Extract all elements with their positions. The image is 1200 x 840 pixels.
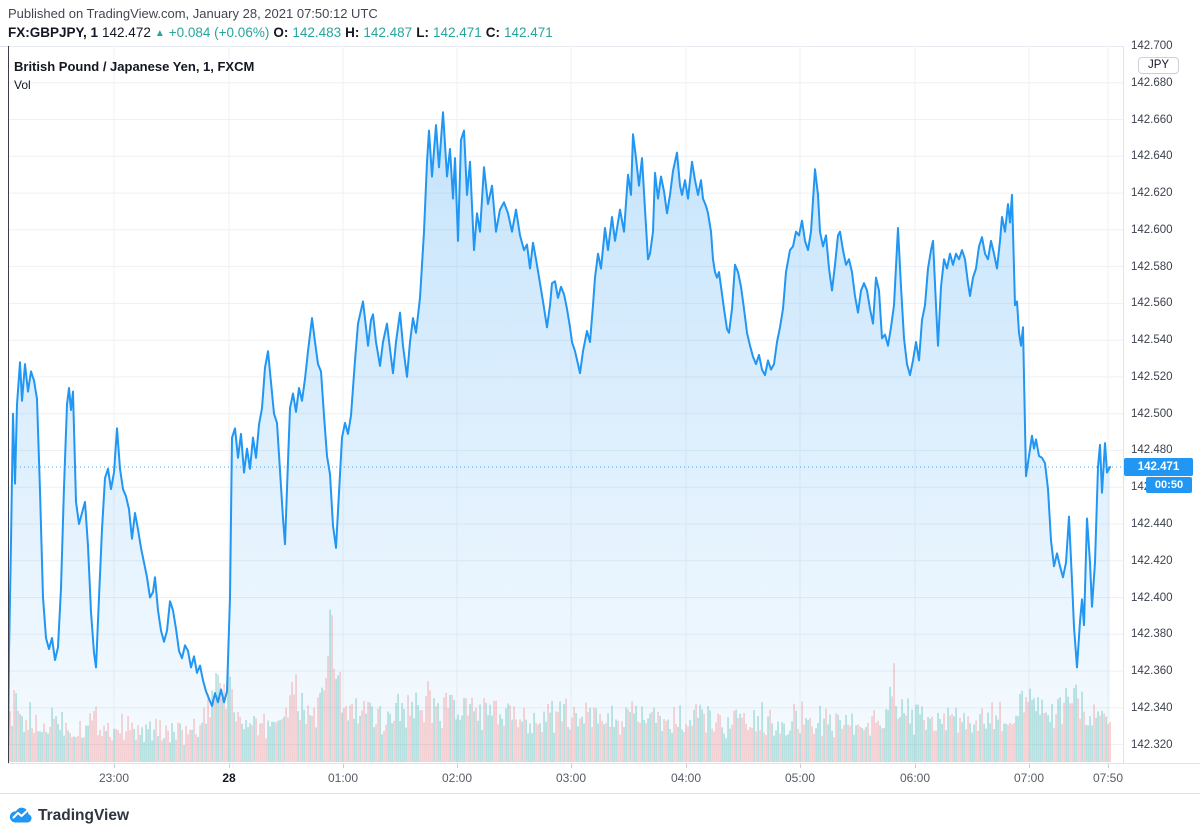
low-label: L: xyxy=(416,25,429,40)
close-value: 142.471 xyxy=(504,25,553,40)
close-label: C: xyxy=(485,25,501,40)
chart-legend-volume[interactable]: Vol xyxy=(14,78,31,92)
time-axis-label: 23:00 xyxy=(98,771,130,785)
time-axis-tickmark xyxy=(800,764,801,768)
time-axis-tickmark xyxy=(1029,764,1030,768)
time-axis-label: 07:00 xyxy=(1013,771,1045,785)
price-axis-label: 142.700 xyxy=(1131,40,1173,52)
footer-bar: TradingView xyxy=(0,793,1200,840)
time-axis-label: 03:00 xyxy=(555,771,587,785)
time-axis-tickmark xyxy=(457,764,458,768)
price-axis-label: 142.340 xyxy=(1131,702,1173,714)
last-price-badge: 142.471 xyxy=(1124,458,1193,476)
price-axis-label: 142.420 xyxy=(1131,555,1173,567)
low-value: 142.471 xyxy=(432,25,482,40)
price-axis-label: 142.680 xyxy=(1131,77,1173,89)
time-axis-label: 28 xyxy=(222,771,236,785)
open-label: O: xyxy=(273,25,289,40)
price-change: +0.084 (+0.06%) xyxy=(168,25,270,40)
published-line: Published on TradingView.com, January 28… xyxy=(8,6,378,21)
price-axis-label: 142.360 xyxy=(1131,665,1173,677)
time-axis-label: 05:00 xyxy=(784,771,816,785)
price-axis-label: 142.320 xyxy=(1131,739,1173,751)
time-axis-tickmark xyxy=(114,764,115,768)
time-axis-tickmark xyxy=(686,764,687,768)
price-axis-label: 142.640 xyxy=(1131,150,1173,162)
chart-legend-title[interactable]: British Pound / Japanese Yen, 1, FXCM xyxy=(14,59,255,74)
price-axis-label: 142.560 xyxy=(1131,297,1173,309)
time-axis-label: 07:50 xyxy=(1092,771,1124,785)
time-axis-tickmark xyxy=(343,764,344,768)
price-axis-label: 142.520 xyxy=(1131,371,1173,383)
price-axis[interactable]: 142.700 142.680 142.660 142.640 142.620 142.6… xyxy=(1123,40,1200,763)
price-axis-label: 142.580 xyxy=(1131,261,1173,273)
price-axis-label: 142.480 xyxy=(1131,444,1173,456)
symbol-info-bar: FX:GBPJPY, 1 142.472 ▲ +0.084 (+0.06%) O: 142… xyxy=(8,25,557,40)
time-axis-label: 04:00 xyxy=(670,771,702,785)
open-value: 142.483 xyxy=(292,25,342,40)
price-chart-svg xyxy=(7,45,1123,764)
currency-badge: JPY xyxy=(1138,57,1180,74)
symbol-name: FX:GBPJPY, 1 xyxy=(8,25,99,40)
chart-plot-area[interactable] xyxy=(7,45,1123,764)
last-price: 142.472 xyxy=(102,25,151,40)
price-axis-label: 142.380 xyxy=(1131,628,1173,640)
time-axis[interactable]: 23:00 28 01:00 02:00 03:00 04:00 05:00 06:00 07:… xyxy=(8,763,1200,794)
time-axis-tickmark xyxy=(915,764,916,768)
price-axis-label: 142.600 xyxy=(1131,224,1173,236)
time-axis-label: 01:00 xyxy=(327,771,359,785)
bar-countdown-badge: 00:50 xyxy=(1146,477,1192,493)
tradingview-logo-icon[interactable] xyxy=(8,805,34,825)
time-axis-tickmark xyxy=(229,764,230,768)
price-axis-label: 142.400 xyxy=(1131,592,1173,604)
time-axis-label: 02:00 xyxy=(441,771,473,785)
price-axis-label: 142.660 xyxy=(1131,114,1173,126)
tradingview-wordmark[interactable]: TradingView xyxy=(38,807,130,824)
up-triangle-icon: ▲ xyxy=(154,28,165,39)
price-axis-label: 142.440 xyxy=(1131,518,1173,530)
time-axis-tickmark xyxy=(1108,764,1109,768)
high-label: H: xyxy=(345,25,360,40)
price-axis-label: 142.500 xyxy=(1131,408,1173,420)
chart-left-border xyxy=(8,46,9,793)
time-axis-label: 06:00 xyxy=(899,771,931,785)
high-value: 142.487 xyxy=(363,25,413,40)
price-axis-label: 142.620 xyxy=(1131,187,1173,199)
time-axis-tickmark xyxy=(571,764,572,768)
price-axis-label: 142.540 xyxy=(1131,334,1173,346)
